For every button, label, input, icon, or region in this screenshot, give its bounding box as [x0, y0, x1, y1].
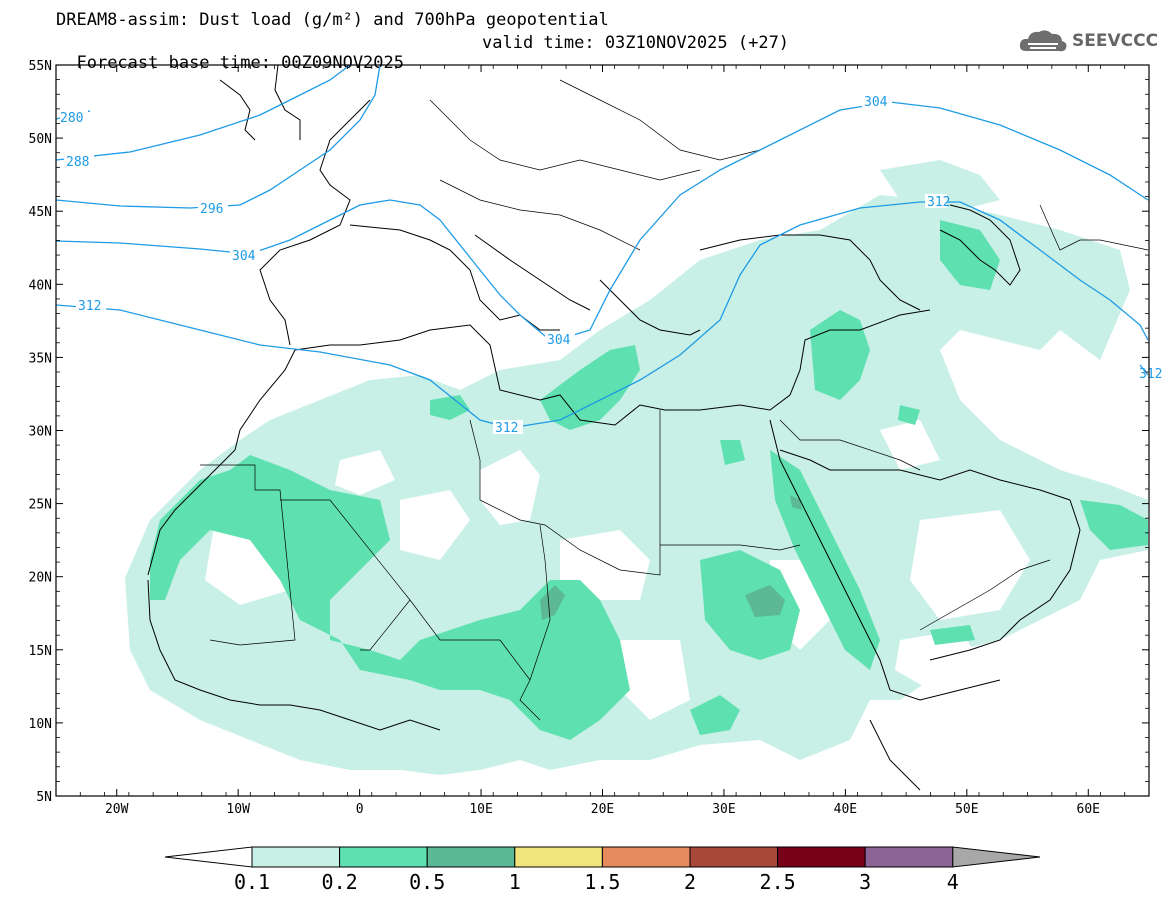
- logo-text: SEEVCCC: [1072, 31, 1159, 51]
- lat-axis: 55N 50N 45N 40N 35N 30N 25N 20N 15N 10N 5N: [29, 59, 1149, 805]
- colorbar-label: 4: [947, 870, 959, 894]
- dust-field: [125, 160, 1148, 775]
- lat-tick-label: 35N: [29, 351, 52, 366]
- contour-label: 312: [78, 299, 101, 314]
- cloud-icon: [1019, 30, 1067, 52]
- contour-label: 288: [66, 155, 89, 170]
- lat-tick-label: 55N: [29, 59, 52, 74]
- lat-tick-label: 45N: [29, 205, 52, 220]
- lat-tick-label: 10N: [29, 717, 52, 732]
- contour-label: 296: [200, 202, 223, 217]
- lon-tick-label: 10E: [469, 802, 492, 817]
- lon-tick-label: 50E: [955, 802, 978, 817]
- dust-level-0.5: [540, 495, 802, 620]
- contour-label: 312: [1139, 367, 1162, 382]
- lat-tick-label: 20N: [29, 571, 52, 586]
- contour-label: 312: [927, 195, 950, 210]
- colorbar-label: 1: [509, 870, 521, 894]
- colorbar-segment: [251, 846, 341, 868]
- base-time: Forecast base time: 00Z09NOV2025: [76, 53, 404, 73]
- lat-tick-label: 5N: [36, 790, 52, 805]
- colorbar-under-arrow: [164, 846, 253, 868]
- colorbar-segment: [777, 846, 866, 868]
- country-borders: [200, 79, 1149, 721]
- colorbar-segment: [601, 846, 691, 868]
- colorbar: 0.1 0.2 0.5 1 1.5 2 2.5 3 4: [164, 846, 1041, 894]
- colorbar-segment: [339, 846, 428, 868]
- colorbar-segment: [426, 846, 516, 868]
- contour-label: 280: [60, 111, 83, 126]
- dust-level-0.1: [125, 160, 1148, 775]
- lon-tick-label: 10W: [226, 802, 250, 817]
- lat-tick-label: 50N: [29, 132, 52, 147]
- lat-tick-label: 40N: [29, 278, 52, 293]
- colorbar-segment: [514, 846, 603, 868]
- colorbar-label: 0.1: [234, 870, 270, 894]
- geopotential-labels: 280 288 296 304 304 312 304 312 312 312: [60, 94, 1162, 436]
- lat-tick-label: 25N: [29, 498, 52, 513]
- lon-tick-label: 20E: [591, 802, 614, 817]
- lat-tick-label: 30N: [29, 425, 52, 440]
- dust-gaps: [205, 420, 1030, 720]
- seevccc-logo: SEEVCCC: [1018, 26, 1158, 56]
- valid-time: valid time: 03Z10NOV2025 (+27): [482, 33, 790, 53]
- colorbar-label: 0.5: [409, 870, 445, 894]
- lon-tick-label: 60E: [1077, 802, 1100, 817]
- colorbar-label: 1.5: [584, 870, 620, 894]
- contour-label: 304: [547, 333, 571, 348]
- colorbar-label: 2: [684, 870, 696, 894]
- lon-axis: 20W 10W 0 10E 20E 30E 40E 50E 60E: [55, 65, 1150, 817]
- colorbar-over-arrow: [952, 846, 1041, 868]
- forecast-times: Forecast base time: 00Z09NOV2025 valid t…: [56, 33, 789, 93]
- colorbar-segment: [864, 846, 954, 868]
- colorbar-label: 3: [859, 870, 871, 894]
- lon-tick-label: 30E: [712, 802, 735, 817]
- coastlines: [147, 65, 1081, 791]
- colorbar-segment: [689, 846, 779, 868]
- contour-label: 304: [232, 249, 256, 264]
- lon-tick-label: 40E: [834, 802, 857, 817]
- map-title: DREAM8-assim: Dust load (g/m²) and 700hP…: [56, 10, 609, 30]
- lon-tick-label: 20W: [105, 802, 129, 817]
- lon-tick-label: 0: [356, 802, 364, 817]
- contour-label: 312: [495, 421, 518, 436]
- contour-label: 304: [864, 95, 888, 110]
- lat-tick-label: 15N: [29, 644, 52, 659]
- colorbar-label: 2.5: [760, 870, 796, 894]
- colorbar-label: 0.2: [322, 870, 358, 894]
